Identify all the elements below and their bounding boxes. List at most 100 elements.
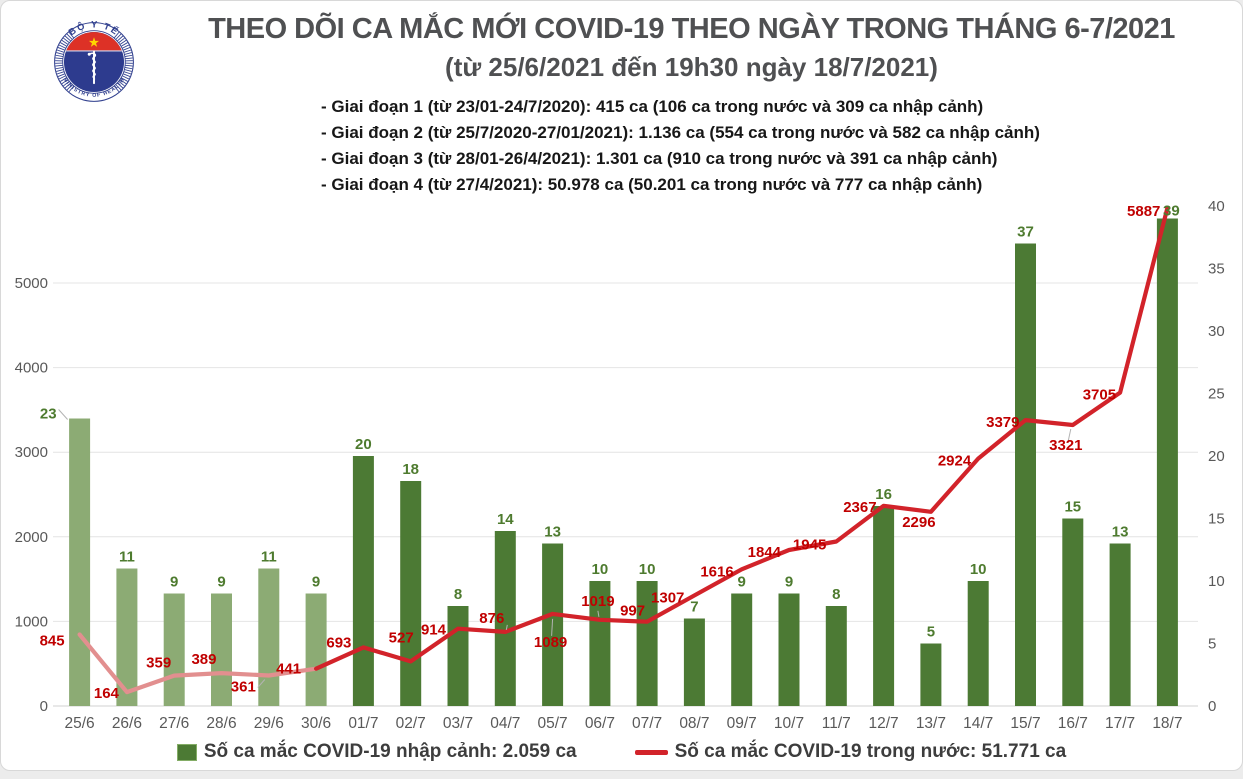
line-value-label: 914: [421, 622, 447, 639]
bar-value-label: 14: [497, 511, 514, 528]
bar-value-label: 9: [738, 574, 746, 591]
legend-swatch-bar: [176, 743, 197, 761]
line-value-label: 361: [231, 679, 256, 696]
bar: [825, 606, 847, 706]
x-tick-label: 15/7: [1010, 715, 1040, 732]
line-value-label: 359: [146, 655, 171, 672]
leader-line: [58, 409, 68, 420]
bar: [211, 593, 232, 706]
line-value-label: 527: [389, 629, 414, 646]
logo-ring-hatches: [55, 31, 133, 93]
x-tick-label: 30/6: [301, 715, 331, 732]
bar-value-label: 5: [927, 624, 935, 641]
bar-value-label: 8: [454, 586, 462, 603]
x-tick-label: 13/7: [916, 715, 946, 732]
line-value-label: 693: [326, 634, 351, 651]
right-axis-tick-label: 25: [1208, 386, 1225, 403]
legend-item-domestic: Số ca mắc COVID-19 trong nước: 51.771 ca: [634, 741, 1066, 763]
line-value-label: 5887: [1127, 203, 1160, 220]
line-value-label: 2296: [902, 514, 935, 531]
left-axis-tick-label: 4000: [15, 360, 48, 377]
x-tick-label: 09/7: [727, 715, 757, 732]
x-tick-label: 07/7: [632, 715, 662, 732]
bar: [873, 506, 895, 706]
bar-value-label: 39: [1163, 203, 1180, 220]
bar: [1109, 543, 1131, 706]
left-axis-tick-label: 3000: [15, 444, 48, 461]
bar-value-label: 10: [970, 561, 987, 578]
x-tick-label: 14/7: [963, 715, 993, 732]
right-axis-tick-label: 35: [1208, 261, 1225, 278]
ministry-of-health-logo-icon: BỘ Y TẾ MINISTRY OF HEALTH: [54, 19, 134, 102]
phase-line: - Giai đoạn 3 (từ 28/01-26/4/2021): 1.30…: [321, 149, 998, 168]
left-axis-tick-label: 5000: [15, 275, 48, 292]
phase-line: - Giai đoạn 2 (từ 25/7/2020-27/01/2021):…: [321, 123, 1040, 142]
line-value-label: 3379: [986, 414, 1019, 431]
bar: [305, 593, 327, 706]
legend-swatch-line: [634, 749, 668, 755]
x-tick-label: 03/7: [443, 715, 473, 732]
bar-value-label: 13: [544, 524, 561, 541]
chart-legend: Số ca mắc COVID-19 nhập cảnh: 2.059 ca S…: [1, 741, 1242, 763]
bar: [400, 481, 422, 706]
right-axis-tick-label: 40: [1208, 198, 1225, 215]
left-axis-tick-label: 2000: [15, 529, 48, 546]
right-axis-tick-label: 20: [1208, 448, 1225, 465]
x-tick-label: 28/6: [206, 715, 236, 732]
leader-line: [505, 624, 508, 630]
bar-value-label: 23: [40, 406, 57, 423]
line-value-label: 389: [191, 651, 216, 668]
logo-star-icon: [88, 37, 100, 47]
bar: [967, 581, 989, 706]
leader-line: [1067, 428, 1072, 444]
phase-list: - Giai đoạn 1 (từ 23/01-24/7/2020): 415 …: [321, 94, 1040, 198]
right-axis-tick-label: 15: [1208, 511, 1225, 528]
logo-staff-snake-icon: [87, 50, 97, 85]
line-value-label: 164: [94, 685, 120, 702]
bar-value-label: 9: [217, 574, 225, 591]
line-value-label: 2367: [843, 499, 876, 516]
bar: [494, 531, 516, 706]
line-value-label: 1307: [651, 589, 684, 606]
domestic-line: [314, 205, 1170, 671]
line-value-label: 1616: [700, 563, 733, 580]
x-tick-label: 25/6: [65, 715, 95, 732]
x-tick-label: 26/6: [112, 715, 142, 732]
bar-value-label: 18: [402, 461, 419, 478]
x-tick-label: 08/7: [679, 715, 709, 732]
logo-inner-ring: [62, 30, 126, 94]
x-tick-label: 10/7: [774, 715, 804, 732]
line-value-label: 2924: [938, 453, 972, 470]
x-tick-label: 27/6: [159, 715, 189, 732]
x-tick-label: 05/7: [538, 715, 568, 732]
right-axis-tick-label: 0: [1208, 698, 1216, 715]
logo-outer-ring: [54, 22, 134, 102]
x-tick-label: 29/6: [254, 715, 284, 732]
bar: [636, 581, 658, 706]
x-tick-label: 01/7: [348, 715, 378, 732]
right-axis-tick-label: 5: [1208, 636, 1216, 653]
bar: [116, 568, 138, 706]
right-axis-tick-label: 10: [1208, 573, 1225, 590]
bar-value-label: 13: [1112, 524, 1129, 541]
bar-value-label: 7: [690, 599, 698, 616]
page-subtitle: (từ 25/6/2021 đến 19h30 ngày 18/7/2021): [445, 52, 938, 82]
line-value-label: 1089: [534, 634, 567, 651]
bar-value-label: 9: [312, 574, 320, 591]
bar-value-label: 10: [639, 561, 656, 578]
bar: [731, 593, 753, 706]
x-tick-label: 02/7: [396, 715, 426, 732]
bar-value-label: 9: [170, 574, 178, 591]
x-tick-label: 18/7: [1152, 715, 1182, 732]
left-axis-tick-label: 0: [40, 698, 48, 715]
x-tick-label: 11/7: [822, 715, 851, 732]
line-value-label: 997: [620, 603, 645, 620]
bar: [258, 568, 280, 706]
line-value-label: 3705: [1083, 387, 1116, 404]
phase-line: - Giai đoạn 1 (từ 23/01-24/7/2020): 415 …: [321, 97, 984, 116]
x-tick-label: 17/7: [1105, 715, 1135, 732]
bar-value-label: 11: [261, 549, 277, 566]
bar-value-label: 11: [119, 549, 135, 566]
